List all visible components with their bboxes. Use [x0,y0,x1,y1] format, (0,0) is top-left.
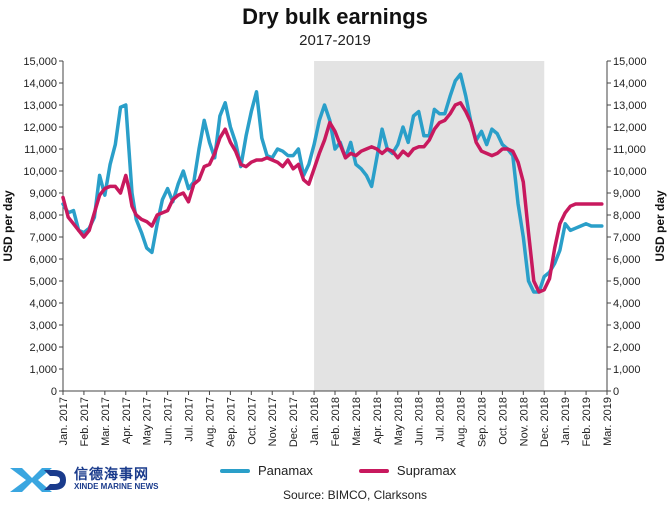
y-tick-label: 3,000 [29,320,57,332]
x-tick-label: Jan. 2017 [58,397,70,445]
y-tick-label: 8,000 [613,210,641,222]
series-line-supramax [61,101,604,294]
x-tick-label: Sep. 2018 [476,397,488,447]
y-tick-label: 4,000 [29,298,57,310]
x-tick-label: Oct. 2018 [497,397,509,445]
x-tick-label: Jun. 2017 [163,397,175,445]
y-tick-label: 1,000 [29,364,57,376]
x-tick-label: Mar. 2019 [602,397,614,446]
series-line-panamax [61,72,604,294]
x-tick-label: Nov. 2018 [518,397,530,446]
x-tick-label: Sep. 2017 [225,397,237,447]
y-ticks-left: 0 1,000 2,000 3,000 4,000 5,000 6,000 7,000 8,00… [23,56,63,398]
xd-logo-mark-icon [10,468,66,492]
y-tick-label: 9,000 [613,188,641,200]
x-tick-label: Apr. 2018 [372,397,384,444]
y-tick-label: 12,000 [613,122,647,134]
y-tick-label: 11,000 [613,144,646,156]
y-tick-label: 6,000 [29,254,57,266]
x-tick-label: Feb. 2017 [79,397,91,447]
logo-name-en: XINDE MARINE NEWS [74,482,159,492]
legend-label-panamax: Panamax [258,463,313,478]
y-tick-label: 14,000 [23,78,57,90]
y-tick-label: 9,000 [29,188,57,200]
legend-swatch-supramax [358,468,389,473]
x-tick-label: Oct. 2017 [246,397,258,445]
y-axis-title-right: USD per day [653,190,667,262]
x-tick-label: Mar. 2017 [100,397,112,446]
y-tick-label: 15,000 [23,56,57,68]
y-tick-label: 6,000 [613,254,641,266]
legend-item-supramax: Supramax [358,463,457,478]
x-tick-label: Dec. 2017 [288,397,300,447]
x-tick-label: Jan. 2019 [560,397,572,445]
logo-name-cn: 信德海事网 [74,467,149,484]
y-tick-label: 5,000 [29,276,57,288]
chart-subtitle: 2017-2019 [299,32,371,49]
y-tick-label: 0 [51,386,57,398]
x-tick-label: May 2017 [142,397,154,445]
shaded-2018-region [314,61,545,391]
x-ticks: Jan. 2017 Feb. 2017 Mar. 2017 Apr. 2017 May … [58,391,614,447]
x-tick-label: Dec. 2018 [539,397,551,447]
x-tick-label: Jul. 2017 [184,397,196,442]
y-ticks-right: 0 1,000 2,000 3,000 4,000 5,000 6,000 7,000 8,00… [607,56,647,398]
y-tick-label: 1,000 [613,364,641,376]
y-tick-label: 5,000 [613,276,641,288]
y-tick-label: 13,000 [613,100,647,112]
x-tick-label: Nov. 2017 [267,397,279,446]
y-tick-label: 12,000 [23,122,57,134]
y-tick-label: 4,000 [613,298,641,310]
y-tick-label: 2,000 [613,342,641,354]
y-tick-label: 7,000 [613,232,641,244]
y-tick-label: 3,000 [613,320,641,332]
chart-title: Dry bulk earnings [242,4,428,29]
y-tick-label: 8,000 [29,210,57,222]
y-tick-label: 7,000 [29,232,57,244]
xinde-logo: 信德海事网 XINDE MARINE NEWS [8,466,158,494]
x-tick-label: Jun. 2018 [414,397,426,445]
y-tick-label: 10,000 [613,166,647,178]
legend-label-supramax: Supramax [396,463,457,478]
y-tick-label: 11,000 [24,144,57,156]
legend: Panamax Supramax [220,463,456,478]
x-tick-label: Feb. 2018 [330,397,342,447]
y-axis-title-left: USD per day [1,190,15,262]
x-tick-label: May 2018 [393,397,405,445]
x-tick-label: Jan. 2018 [309,397,321,445]
x-tick-label: Jul. 2018 [435,397,447,442]
x-tick-label: Apr. 2017 [121,397,133,444]
legend-swatch-panamax [220,468,250,473]
x-tick-label: Aug. 2018 [456,397,468,447]
y-tick-label: 0 [613,386,619,398]
source-note: Source: BIMCO, Clarksons [282,488,428,502]
y-tick-label: 13,000 [23,100,57,112]
x-tick-label: Aug. 2017 [204,397,216,447]
y-tick-label: 2,000 [29,342,57,354]
legend-item-panamax: Panamax [220,463,313,478]
x-tick-label: Feb. 2019 [581,397,593,447]
x-tick-label: Mar. 2018 [351,397,363,446]
y-tick-label: 14,000 [613,78,647,90]
y-tick-label: 15,000 [613,56,647,68]
y-tick-label: 10,000 [23,166,57,178]
